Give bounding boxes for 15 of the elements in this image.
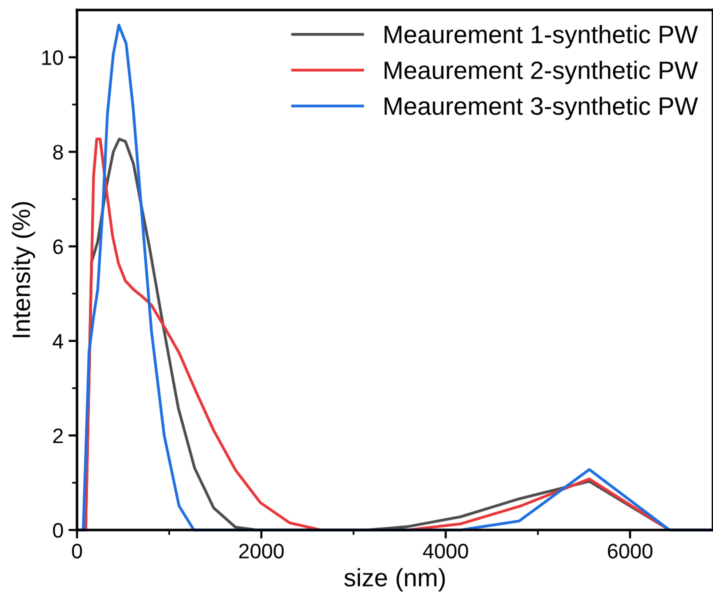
y-tick-label: 0	[53, 523, 63, 538]
legend-label: Meaurement 1-synthetic PW	[384, 25, 698, 48]
y-axis-title: Intensity (%)	[12, 202, 36, 338]
legend-label: Meaurement 3-synthetic PW	[384, 96, 698, 120]
x-axis-title: size (nm)	[344, 568, 445, 592]
y-tick-label: 2	[53, 428, 63, 444]
y-tick-label: 10	[42, 50, 63, 66]
x-tick-label: 2000	[239, 544, 284, 558]
x-tick-label: 4000	[423, 544, 468, 558]
y-tick-label: 8	[53, 144, 63, 160]
y-tick-label: 4	[52, 334, 64, 348]
y-tick-label: 6	[53, 239, 63, 254]
x-tick-label: 6000	[608, 544, 652, 558]
legend-label: Meaurement 2-synthetic PW	[384, 60, 698, 84]
x-tick-label: 0	[72, 544, 82, 558]
